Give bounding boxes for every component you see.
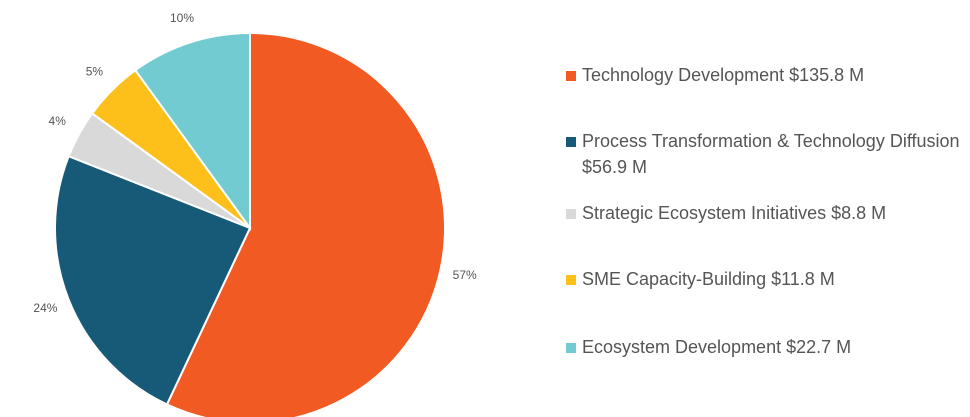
legend-item: Process Transformation & Technology Diff… [566,128,961,180]
pie-slice [54,154,252,406]
pie-slice [165,31,446,417]
legend-swatch [566,343,576,353]
legend-item: Strategic Ecosystem Initiatives $8.8 M [566,200,961,226]
legend-label: Ecosystem Development $22.7 M [582,337,852,357]
legend-swatch [566,275,576,285]
slice-label: 4% [49,114,67,128]
legend-label: SME Capacity-Building $11.8 M [582,269,835,289]
legend-label: Strategic Ecosystem Initiatives $8.8 M [582,203,887,223]
legend-label: Technology Development $135.8 M [582,65,865,85]
legend-item: Technology Development $135.8 M [566,62,961,88]
slice-label: 57% [453,268,477,282]
pie-slice [133,31,251,232]
legend-item: SME Capacity-Building $11.8 M [566,266,961,292]
legend-swatch [566,137,576,147]
legend-swatch [566,209,576,219]
legend-item: Ecosystem Development $22.7 M [566,334,961,360]
slice-label: 5% [86,65,104,79]
slice-label: 10% [170,11,194,25]
slice-label: 24% [33,301,57,315]
legend-label: Process Transformation & Technology Diff… [582,131,960,177]
legend-swatch [566,71,576,81]
